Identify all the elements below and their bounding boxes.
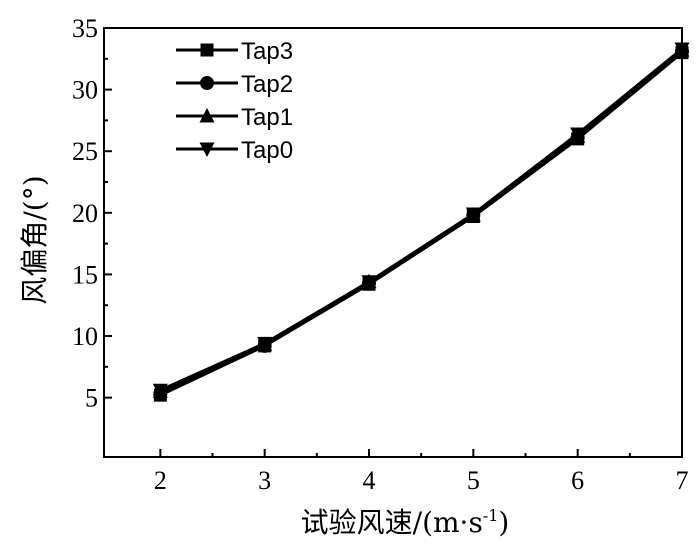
y-tick-label: 20 <box>72 199 98 228</box>
legend-marker <box>199 142 215 157</box>
plot-area <box>103 27 683 458</box>
plot-frame <box>103 27 683 458</box>
data-point <box>674 42 690 57</box>
legend-label: Tap2 <box>241 71 293 98</box>
legend-marker <box>200 43 214 57</box>
legend-item: Tap0 <box>176 137 293 164</box>
data-point <box>257 336 273 352</box>
y-tick-label: 25 <box>72 137 98 166</box>
x-tick-label: 5 <box>467 466 480 495</box>
legend-label: Tap0 <box>241 137 293 164</box>
y-tick-label: 5 <box>85 384 98 413</box>
x-tick-label: 2 <box>154 466 167 495</box>
legend-label: Tap1 <box>241 104 293 131</box>
y-tick-label: 15 <box>72 260 98 289</box>
series-tap0 <box>152 42 690 399</box>
data-point <box>465 207 481 223</box>
x-axis: 2 3 4 5 6 7 <box>154 449 689 495</box>
legend: Tap3 Tap2 Tap1 Tap0 <box>176 38 293 164</box>
legend-item: Tap1 <box>176 104 293 131</box>
series-line <box>159 49 683 393</box>
x-tick-label: 7 <box>676 466 689 495</box>
y-tick-label: 35 <box>72 14 98 43</box>
legend-marker <box>200 76 214 90</box>
series-line <box>159 50 683 396</box>
series-line <box>159 47 683 392</box>
series-line <box>159 51 683 397</box>
data-point <box>152 383 168 399</box>
y-axis-title: 风偏角/(°) <box>18 175 51 304</box>
y-axis: 5 10 15 20 25 30 35 <box>72 14 112 413</box>
data-point <box>361 275 377 290</box>
legend-item: Tap2 <box>176 71 293 98</box>
y-tick-label: 30 <box>72 76 98 105</box>
x-axis-title: 试验风速/(m·s-1) <box>301 506 510 539</box>
legend-label: Tap3 <box>241 38 293 65</box>
series-tap3 <box>153 46 689 402</box>
series-tap1 <box>152 42 690 398</box>
data-point <box>570 127 586 142</box>
legend-marker <box>199 108 215 123</box>
legend-item: Tap3 <box>176 38 293 65</box>
x-tick-label: 4 <box>363 466 376 495</box>
series-group <box>152 42 690 402</box>
x-tick-label: 3 <box>258 466 271 495</box>
series-tap2 <box>153 44 689 401</box>
x-tick-label: 6 <box>571 466 584 495</box>
y-tick-label: 10 <box>72 322 98 351</box>
